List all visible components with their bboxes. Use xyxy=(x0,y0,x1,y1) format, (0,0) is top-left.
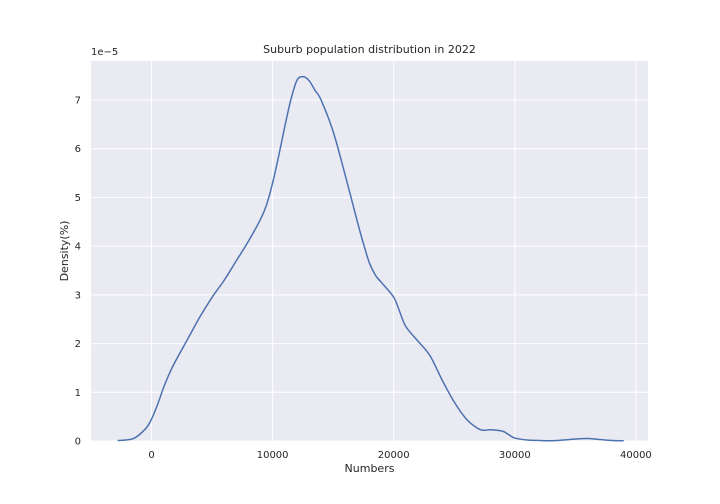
y-axis-label: Density(%) xyxy=(58,221,71,282)
x-tick-label: 20000 xyxy=(378,450,410,461)
y-offset-text: 1e−5 xyxy=(91,47,118,58)
x-axis-label: Numbers xyxy=(345,462,395,475)
plot-area xyxy=(91,61,648,441)
chart-title: Suburb population distribution in 2022 xyxy=(263,43,476,56)
y-tick-label: 3 xyxy=(75,290,81,301)
y-tick-label: 2 xyxy=(75,339,81,350)
density-line xyxy=(117,75,624,442)
x-tick-label: 10000 xyxy=(257,450,289,461)
y-tick-label: 4 xyxy=(75,242,81,253)
x-tick-label: 0 xyxy=(148,450,154,461)
y-tick-label: 7 xyxy=(75,95,81,106)
y-tick-label: 1 xyxy=(75,388,81,399)
grid-lines xyxy=(91,61,648,442)
x-tick-label: 30000 xyxy=(499,450,531,461)
y-tick-label: 6 xyxy=(75,144,81,155)
y-tick-label: 0 xyxy=(75,437,81,448)
y-tick-label: 5 xyxy=(75,193,81,204)
x-axis-ticks: 0 10000 20000 30000 40000 xyxy=(148,450,651,461)
y-axis-ticks: 0 1 2 3 4 5 6 7 xyxy=(75,95,81,447)
x-tick-label: 40000 xyxy=(620,450,652,461)
